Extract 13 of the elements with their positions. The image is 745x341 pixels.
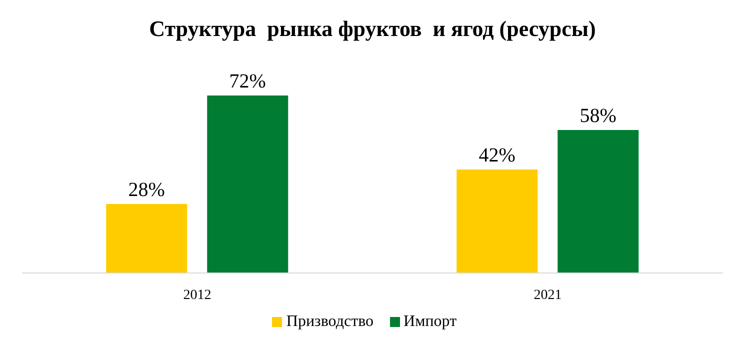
legend-label: Импорт — [404, 313, 457, 330]
bar — [558, 130, 639, 273]
legend-label: Призводство — [286, 313, 374, 330]
data-label: 72% — [229, 70, 266, 92]
bar — [207, 96, 288, 273]
x-tick-label: 2021 — [534, 288, 562, 303]
bar — [106, 204, 188, 273]
chart-title: Структура рынка фруктов и ягод (ресурсы) — [148, 16, 597, 42]
x-tick-label: 2012 — [183, 288, 212, 303]
data-label: 28% — [128, 178, 165, 201]
data-label: 58% — [580, 105, 616, 128]
data-label: 42% — [478, 144, 516, 166]
bar — [456, 169, 538, 273]
